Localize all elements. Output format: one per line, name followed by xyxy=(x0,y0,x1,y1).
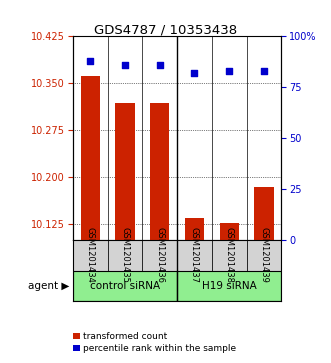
FancyBboxPatch shape xyxy=(212,240,247,271)
Text: GSM1201435: GSM1201435 xyxy=(120,228,129,284)
Point xyxy=(87,58,93,64)
Bar xyxy=(220,223,239,240)
Text: GSM1201438: GSM1201438 xyxy=(225,228,234,284)
Text: GSM1201437: GSM1201437 xyxy=(190,228,199,284)
FancyBboxPatch shape xyxy=(73,240,108,271)
Text: transformed count: transformed count xyxy=(83,332,167,340)
Point xyxy=(122,62,128,68)
Text: percentile rank within the sample: percentile rank within the sample xyxy=(83,344,236,352)
Text: GDS4787 / 10353438: GDS4787 / 10353438 xyxy=(94,24,237,37)
Point xyxy=(157,62,162,68)
Text: GSM1201439: GSM1201439 xyxy=(260,228,268,284)
Bar xyxy=(116,103,134,240)
FancyBboxPatch shape xyxy=(247,240,281,271)
Bar xyxy=(255,187,273,240)
Text: H19 siRNA: H19 siRNA xyxy=(202,281,257,291)
Point xyxy=(226,68,232,74)
FancyBboxPatch shape xyxy=(142,240,177,271)
Bar xyxy=(150,103,169,240)
FancyBboxPatch shape xyxy=(108,240,142,271)
Bar xyxy=(81,76,100,240)
FancyBboxPatch shape xyxy=(177,271,281,301)
Text: GSM1201434: GSM1201434 xyxy=(86,228,95,284)
Bar xyxy=(185,218,204,240)
FancyBboxPatch shape xyxy=(177,240,212,271)
Point xyxy=(192,70,197,76)
Point xyxy=(261,68,266,74)
FancyBboxPatch shape xyxy=(73,271,177,301)
Text: GSM1201436: GSM1201436 xyxy=(155,228,164,284)
Text: agent ▶: agent ▶ xyxy=(28,281,70,291)
Text: control siRNA: control siRNA xyxy=(90,281,160,291)
